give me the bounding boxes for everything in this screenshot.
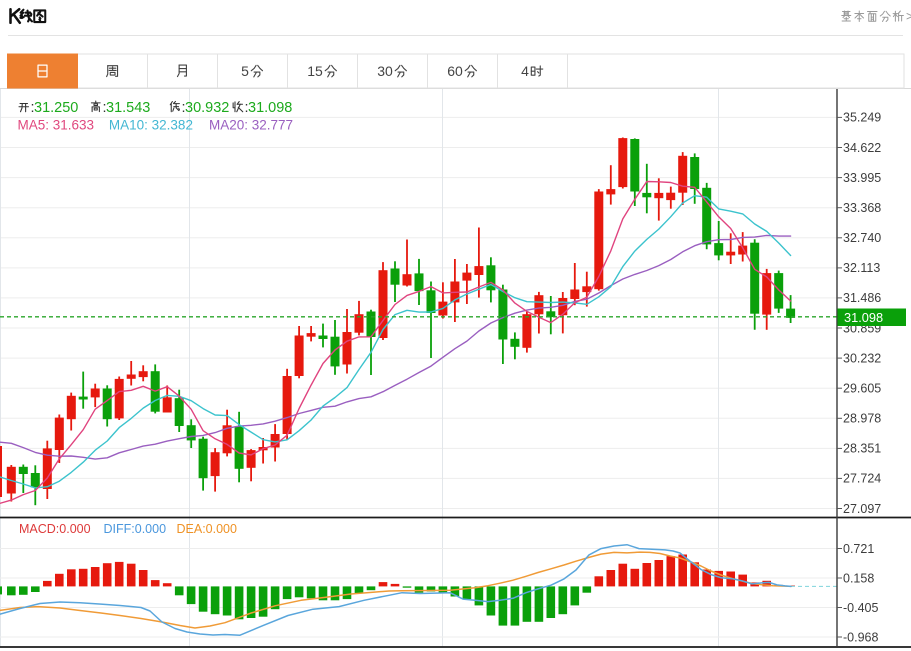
svg-text:31.098: 31.098: [844, 310, 883, 325]
svg-text:DEA:0.000: DEA:0.000: [177, 522, 238, 536]
svg-text::: :: [31, 100, 35, 116]
svg-text:0.721: 0.721: [843, 542, 874, 556]
svg-text:31.543: 31.543: [106, 100, 150, 116]
svg-text:32.113: 32.113: [843, 261, 880, 275]
svg-text:MACD:0.000: MACD:0.000: [19, 522, 91, 536]
svg-text:31.486: 31.486: [843, 291, 881, 305]
svg-text:4: 4: [521, 63, 529, 79]
svg-text::: :: [245, 100, 249, 116]
svg-text:28.351: 28.351: [843, 442, 881, 456]
svg-text:29.605: 29.605: [843, 382, 881, 396]
svg-text:MA10: 32.382: MA10: 32.382: [109, 118, 193, 133]
svg-text:32.740: 32.740: [843, 231, 881, 245]
svg-text:-0.968: -0.968: [843, 630, 878, 644]
svg-text:31.098: 31.098: [248, 100, 292, 116]
svg-text:30.932: 30.932: [185, 100, 229, 116]
svg-text:60: 60: [447, 63, 463, 79]
svg-text:35.249: 35.249: [843, 111, 881, 125]
svg-text:MA20: 32.777: MA20: 32.777: [209, 118, 293, 133]
svg-text:5: 5: [241, 63, 249, 79]
svg-text:33.995: 33.995: [843, 171, 881, 185]
svg-text:27.097: 27.097: [843, 502, 881, 516]
svg-text:MA5: 31.633: MA5: 31.633: [18, 118, 95, 133]
svg-text::: :: [103, 100, 107, 116]
svg-text:-0.405: -0.405: [843, 601, 878, 615]
svg-text:33.368: 33.368: [843, 201, 881, 215]
svg-text::: :: [182, 100, 186, 116]
svg-text:27.724: 27.724: [843, 472, 881, 486]
svg-text:>: >: [906, 10, 911, 24]
svg-text:34.622: 34.622: [843, 141, 881, 155]
svg-text:0.158: 0.158: [843, 571, 874, 585]
svg-text:30.232: 30.232: [843, 351, 881, 365]
svg-text:15: 15: [307, 63, 323, 79]
svg-text:28.978: 28.978: [843, 412, 881, 426]
svg-text:DIFF:0.000: DIFF:0.000: [104, 522, 167, 536]
svg-text:31.250: 31.250: [34, 100, 78, 116]
svg-text:30: 30: [377, 63, 393, 79]
